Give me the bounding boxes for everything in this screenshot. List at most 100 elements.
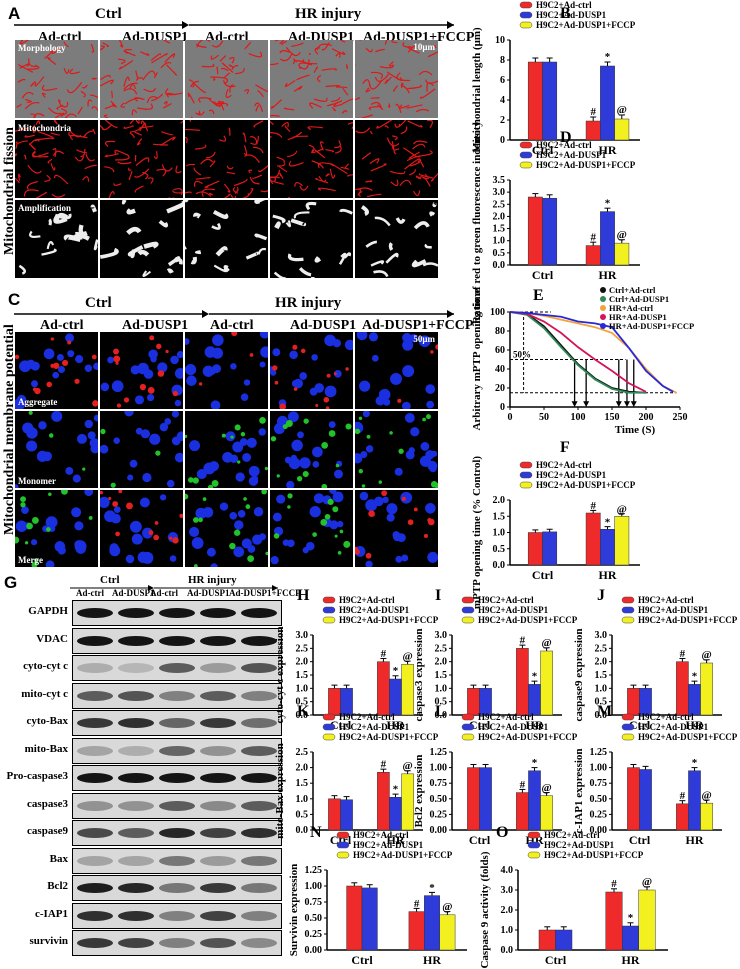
chart-D-bar bbox=[600, 211, 615, 266]
blot-label-10: Bcl2 bbox=[47, 880, 68, 892]
chart-F-y-tick-label: 0.0 bbox=[493, 560, 506, 571]
panelA-image-r0-c0: Morphology bbox=[15, 40, 98, 118]
chart-B-x-tick-label: Ctrl bbox=[532, 143, 554, 157]
chart-N-legend-label: H9C2+Ad-DUSP1 bbox=[353, 840, 424, 850]
chart-B: B 0 2 4 6 8 10 Mitochondrial length (μm) Ctrl HR #… bbox=[471, 0, 640, 157]
panel-g-group-arrows bbox=[70, 585, 278, 591]
chart-J-x-tick-label: Ctrl bbox=[629, 718, 651, 732]
blot-strip-8 bbox=[72, 820, 282, 846]
chart-E-y-tick-label: 20 bbox=[495, 383, 505, 394]
chart-M-legend-label: H9C2+Ad-DUSP1 bbox=[638, 722, 709, 732]
chart-D-significance-mark: @ bbox=[617, 229, 627, 241]
panelC-image-r0-c2 bbox=[185, 332, 268, 409]
chart-I-bar bbox=[528, 684, 541, 716]
chart-N-y-tick-label: 0.25 bbox=[305, 929, 323, 940]
chart-H-significance-mark: # bbox=[381, 648, 387, 660]
chart-D-legend-swatch bbox=[519, 151, 533, 159]
chart-M-x-tick-label: Ctrl bbox=[629, 833, 651, 847]
chart-M-y-tick-label: 0.75 bbox=[590, 778, 608, 789]
chart-N-significance-mark: # bbox=[414, 898, 420, 910]
chart-M-legend-swatch bbox=[621, 733, 635, 741]
panelC-image-r2-c2 bbox=[185, 490, 268, 567]
chart-F-significance-mark: * bbox=[605, 516, 611, 528]
chart-F-y-tick-label: 1.0 bbox=[493, 528, 506, 539]
chart-H-significance-mark: @ bbox=[402, 651, 412, 663]
chart-M-significance-mark: @ bbox=[701, 789, 711, 801]
chart-K-bar bbox=[377, 772, 390, 831]
chart-H-bar bbox=[340, 688, 353, 716]
blot-label-12: survivin bbox=[29, 935, 68, 947]
chart-K-y-tick-label: 0.0 bbox=[296, 825, 309, 836]
chart-L-y-tick-label: 0.25 bbox=[430, 809, 448, 820]
panelA-image-r2-c4 bbox=[355, 200, 438, 278]
chart-B-y-tick-label: 10 bbox=[495, 35, 505, 46]
blot-band bbox=[159, 855, 195, 866]
chart-D-legend-swatch bbox=[519, 141, 533, 149]
chart-I-legend-swatch bbox=[461, 606, 475, 614]
chart-H-legend-label: H9C2+Ad-ctrl bbox=[339, 595, 395, 605]
chart-H-x-tick-label: Ctrl bbox=[330, 718, 352, 732]
chart-M-x-tick-label: HR bbox=[686, 833, 704, 847]
blot-band bbox=[118, 608, 154, 618]
chart-L-legend-swatch bbox=[461, 713, 475, 721]
chart-F-bar bbox=[614, 516, 630, 566]
chart-N-y-tick-label: 0.75 bbox=[305, 897, 323, 908]
chart-B-x-tick-label: HR bbox=[599, 143, 617, 157]
blot-band bbox=[200, 718, 236, 728]
chart-O-y-label: Caspase 9 activity (folds) bbox=[479, 851, 491, 968]
panel-g-column-header-4: Ad-DUSP1+FCCP bbox=[229, 588, 301, 598]
chart-H-legend-swatch bbox=[322, 616, 336, 624]
chart-M-significance-mark: # bbox=[680, 790, 686, 802]
blot-band bbox=[118, 883, 154, 893]
chart-E-arrowhead bbox=[571, 401, 578, 407]
blot-band bbox=[241, 800, 277, 811]
chart-K-bar bbox=[340, 799, 353, 831]
chart-B-y-tick-label: 0 bbox=[500, 135, 505, 146]
chart-J-letter: J bbox=[597, 587, 605, 604]
chart-J-legend-swatch bbox=[621, 616, 635, 624]
chart-I-x-tick-label: Ctrl bbox=[469, 718, 491, 732]
chart-L-y-tick-label: 0.75 bbox=[430, 778, 448, 789]
panelC-image-r0-c3 bbox=[270, 332, 353, 409]
chart-L-x-tick-label: Ctrl bbox=[469, 833, 491, 847]
blot-band bbox=[118, 828, 154, 838]
panelC-image-r0-c4: 50μm bbox=[355, 332, 438, 409]
chart-D-x-tick-label: Ctrl bbox=[532, 268, 554, 282]
chart-E-x-tick-label: 50 bbox=[539, 412, 549, 423]
panelA-image-r0-c1 bbox=[100, 40, 183, 118]
chart-J-y-tick-label: 1.0 bbox=[595, 683, 608, 694]
chart-M-bar bbox=[700, 802, 713, 831]
chart-N-bar bbox=[346, 885, 363, 951]
chart-L-bar bbox=[528, 770, 541, 831]
blot-strip-4 bbox=[72, 710, 282, 736]
panel-g-column-header-3: Ad-DUSP1 bbox=[187, 588, 230, 598]
chart-D-significance-mark: * bbox=[605, 197, 611, 209]
chart-N-legend-label: H9C2+Ad-ctrl bbox=[353, 830, 409, 840]
chart-E-legend-label: HR+Ad-ctrl bbox=[609, 303, 654, 313]
chart-K-y-tick-label: 1.5 bbox=[296, 778, 309, 789]
chart-K-bar bbox=[389, 796, 402, 831]
chart-L-legend-label: H9C2+Ad-ctrl bbox=[478, 712, 534, 722]
chart-B-significance-mark: @ bbox=[617, 104, 627, 116]
chart-K-legend-swatch bbox=[322, 723, 336, 731]
panelA-image-r2-c0: Amplification bbox=[15, 200, 98, 278]
chart-I-bar bbox=[540, 650, 553, 716]
panelA-row-label-1: Mitochondria bbox=[18, 123, 71, 133]
panel-c-group-ctrl: Ctrl bbox=[85, 295, 112, 311]
blot-band bbox=[241, 635, 277, 646]
chart-N: N 0.00 0.25 0.50 0.75 1.00 1.25 Survivin expres… bbox=[288, 824, 467, 967]
chart-H-y-tick-label: 1.5 bbox=[296, 670, 309, 681]
panelA-image-r2-c3 bbox=[270, 200, 353, 278]
chart-B-significance-mark: # bbox=[590, 106, 596, 118]
chart-I-y-tick-label: 1.0 bbox=[435, 683, 448, 694]
chart-B-letter: B bbox=[560, 5, 571, 22]
chart-I-significance-mark: @ bbox=[541, 637, 551, 649]
chart-J-legend-swatch bbox=[621, 606, 635, 614]
chart-F-legend-swatch bbox=[519, 471, 533, 479]
panel-g-letter: G bbox=[4, 573, 18, 592]
chart-H-y-label: cyto-cyt c expression bbox=[274, 627, 286, 724]
chart-E-legend-swatch bbox=[600, 323, 606, 329]
chart-K-significance-mark: # bbox=[381, 759, 387, 771]
chart-L: L 0.00 0.25 0.50 0.75 1.00 1.25 Bcl2 expression… bbox=[413, 703, 578, 847]
chart-N-legend-swatch bbox=[336, 851, 350, 859]
